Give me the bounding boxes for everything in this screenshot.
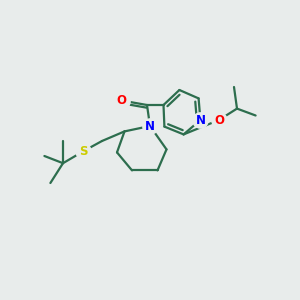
Text: S: S [79, 145, 88, 158]
Text: N: N [145, 119, 155, 133]
Text: O: O [116, 94, 127, 107]
Text: O: O [214, 113, 224, 127]
Text: N: N [195, 113, 206, 127]
